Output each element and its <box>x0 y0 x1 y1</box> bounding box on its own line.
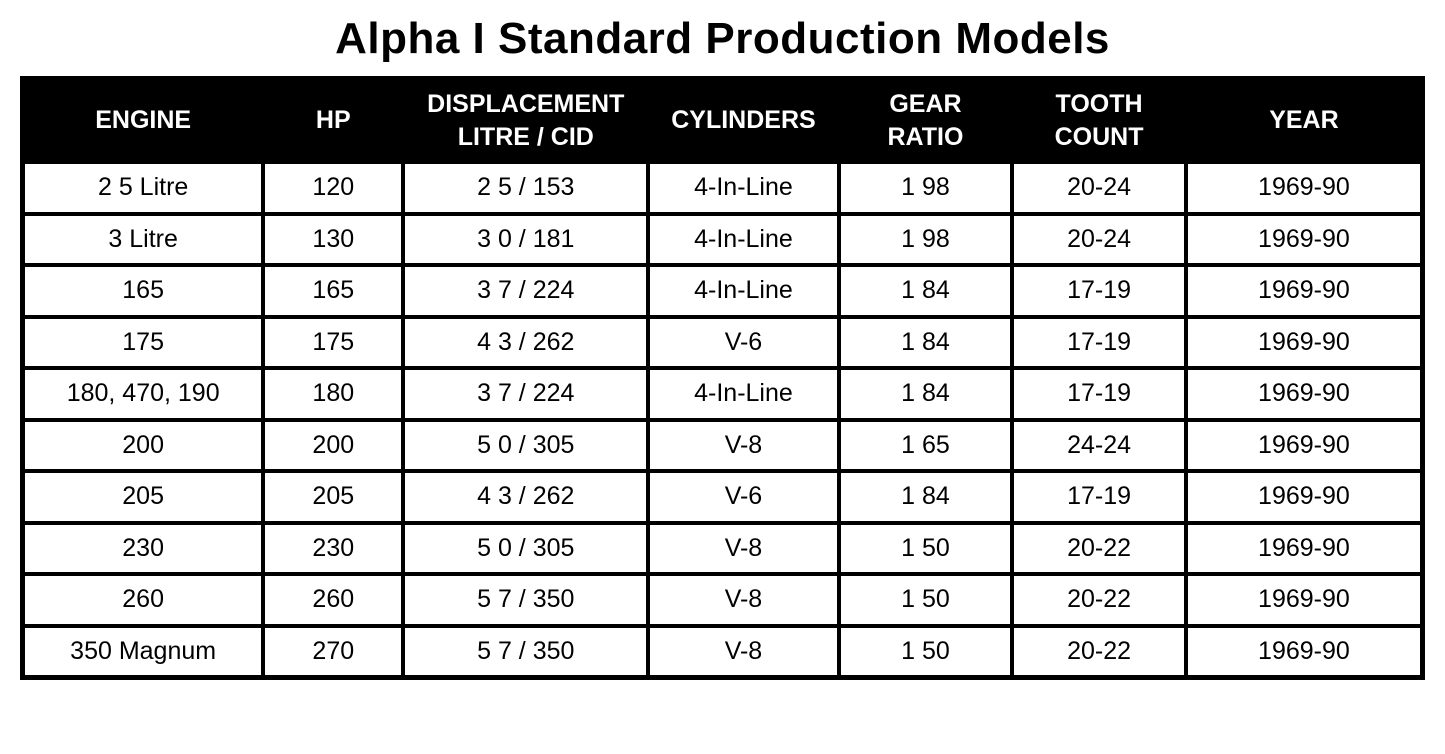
cell-hp: 270 <box>261 623 406 680</box>
cell-displacement: 5 7 / 350 <box>401 572 651 628</box>
cell-engine: 200 <box>20 417 266 473</box>
cell-year: 1969-90 <box>1183 417 1425 473</box>
table-row: 260 260 5 7 / 350 V-8 1 50 20-22 1969-90 <box>20 572 1425 628</box>
cell-hp: 130 <box>261 211 406 267</box>
cell-cylinders: 4-In-Line <box>646 211 841 267</box>
table-row: 200 200 5 0 / 305 V-8 1 65 24-24 1969-90 <box>20 417 1425 473</box>
cell-cylinders: V-8 <box>646 572 841 628</box>
cell-tooth-count: 17-19 <box>1010 469 1188 525</box>
cell-tooth-count: 20-24 <box>1010 160 1188 216</box>
cell-gear-ratio: 1 65 <box>836 417 1015 473</box>
cell-engine: 165 <box>20 263 266 319</box>
cell-engine: 2 5 Litre <box>20 160 266 216</box>
cell-gear-ratio: 1 50 <box>836 572 1015 628</box>
cell-cylinders: V-6 <box>646 469 841 525</box>
cell-displacement: 3 0 / 181 <box>401 211 651 267</box>
cell-cylinders: V-6 <box>646 314 841 370</box>
cell-displacement: 3 7 / 224 <box>401 263 651 319</box>
cell-displacement: 5 0 / 305 <box>401 417 651 473</box>
cell-hp: 175 <box>261 314 406 370</box>
cell-cylinders: V-8 <box>646 520 841 576</box>
column-header-year: YEAR <box>1183 76 1425 164</box>
cell-gear-ratio: 1 84 <box>836 469 1015 525</box>
cell-tooth-count: 24-24 <box>1010 417 1188 473</box>
production-models-table: ENGINE HP DISPLACEMENT LITRE / CID CYLIN… <box>20 76 1425 680</box>
cell-hp: 165 <box>261 263 406 319</box>
cell-gear-ratio: 1 50 <box>836 623 1015 680</box>
cell-year: 1969-90 <box>1183 366 1425 422</box>
table-row: 230 230 5 0 / 305 V-8 1 50 20-22 1969-90 <box>20 520 1425 576</box>
cell-engine: 175 <box>20 314 266 370</box>
cell-engine: 230 <box>20 520 266 576</box>
table-row: 165 165 3 7 / 224 4-In-Line 1 84 17-19 1… <box>20 263 1425 319</box>
cell-year: 1969-90 <box>1183 314 1425 370</box>
cell-year: 1969-90 <box>1183 211 1425 267</box>
cell-gear-ratio: 1 84 <box>836 263 1015 319</box>
cell-engine: 180, 470, 190 <box>20 366 266 422</box>
cell-cylinders: V-8 <box>646 623 841 680</box>
column-header-engine: ENGINE <box>20 76 266 164</box>
cell-year: 1969-90 <box>1183 469 1425 525</box>
column-header-tooth-count: TOOTH COUNT <box>1010 76 1188 164</box>
cell-cylinders: 4-In-Line <box>646 366 841 422</box>
table-header-row: ENGINE HP DISPLACEMENT LITRE / CID CYLIN… <box>20 76 1425 164</box>
cell-hp: 230 <box>261 520 406 576</box>
cell-cylinders: V-8 <box>646 417 841 473</box>
column-header-cylinders: CYLINDERS <box>646 76 841 164</box>
cell-tooth-count: 20-22 <box>1010 520 1188 576</box>
cell-tooth-count: 20-24 <box>1010 211 1188 267</box>
cell-hp: 205 <box>261 469 406 525</box>
cell-year: 1969-90 <box>1183 263 1425 319</box>
cell-tooth-count: 17-19 <box>1010 314 1188 370</box>
cell-displacement: 2 5 / 153 <box>401 160 651 216</box>
cell-hp: 120 <box>261 160 406 216</box>
cell-year: 1969-90 <box>1183 520 1425 576</box>
cell-hp: 260 <box>261 572 406 628</box>
cell-displacement: 5 7 / 350 <box>401 623 651 680</box>
cell-displacement: 3 7 / 224 <box>401 366 651 422</box>
table-row: 175 175 4 3 / 262 V-6 1 84 17-19 1969-90 <box>20 314 1425 370</box>
cell-gear-ratio: 1 84 <box>836 366 1015 422</box>
cell-year: 1969-90 <box>1183 160 1425 216</box>
column-header-hp: HP <box>261 76 406 164</box>
table-row: 350 Magnum 270 5 7 / 350 V-8 1 50 20-22 … <box>20 623 1425 680</box>
table-row: 205 205 4 3 / 262 V-6 1 84 17-19 1969-90 <box>20 469 1425 525</box>
cell-cylinders: 4-In-Line <box>646 160 841 216</box>
cell-cylinders: 4-In-Line <box>646 263 841 319</box>
table-row: 2 5 Litre 120 2 5 / 153 4-In-Line 1 98 2… <box>20 160 1425 216</box>
cell-hp: 200 <box>261 417 406 473</box>
cell-tooth-count: 17-19 <box>1010 263 1188 319</box>
cell-engine: 260 <box>20 572 266 628</box>
cell-gear-ratio: 1 98 <box>836 160 1015 216</box>
cell-tooth-count: 17-19 <box>1010 366 1188 422</box>
table-row: 180, 470, 190 180 3 7 / 224 4-In-Line 1 … <box>20 366 1425 422</box>
cell-hp: 180 <box>261 366 406 422</box>
column-header-gear-ratio: GEAR RATIO <box>836 76 1015 164</box>
cell-engine: 350 Magnum <box>20 623 266 680</box>
cell-displacement: 5 0 / 305 <box>401 520 651 576</box>
cell-displacement: 4 3 / 262 <box>401 469 651 525</box>
cell-tooth-count: 20-22 <box>1010 572 1188 628</box>
column-header-displacement: DISPLACEMENT LITRE / CID <box>401 76 651 164</box>
cell-gear-ratio: 1 50 <box>836 520 1015 576</box>
cell-displacement: 4 3 / 262 <box>401 314 651 370</box>
cell-gear-ratio: 1 84 <box>836 314 1015 370</box>
cell-engine: 205 <box>20 469 266 525</box>
cell-gear-ratio: 1 98 <box>836 211 1015 267</box>
cell-year: 1969-90 <box>1183 623 1425 680</box>
cell-engine: 3 Litre <box>20 211 266 267</box>
cell-tooth-count: 20-22 <box>1010 623 1188 680</box>
table-row: 3 Litre 130 3 0 / 181 4-In-Line 1 98 20-… <box>20 211 1425 267</box>
page-title: Alpha I Standard Production Models <box>335 14 1110 63</box>
cell-year: 1969-90 <box>1183 572 1425 628</box>
